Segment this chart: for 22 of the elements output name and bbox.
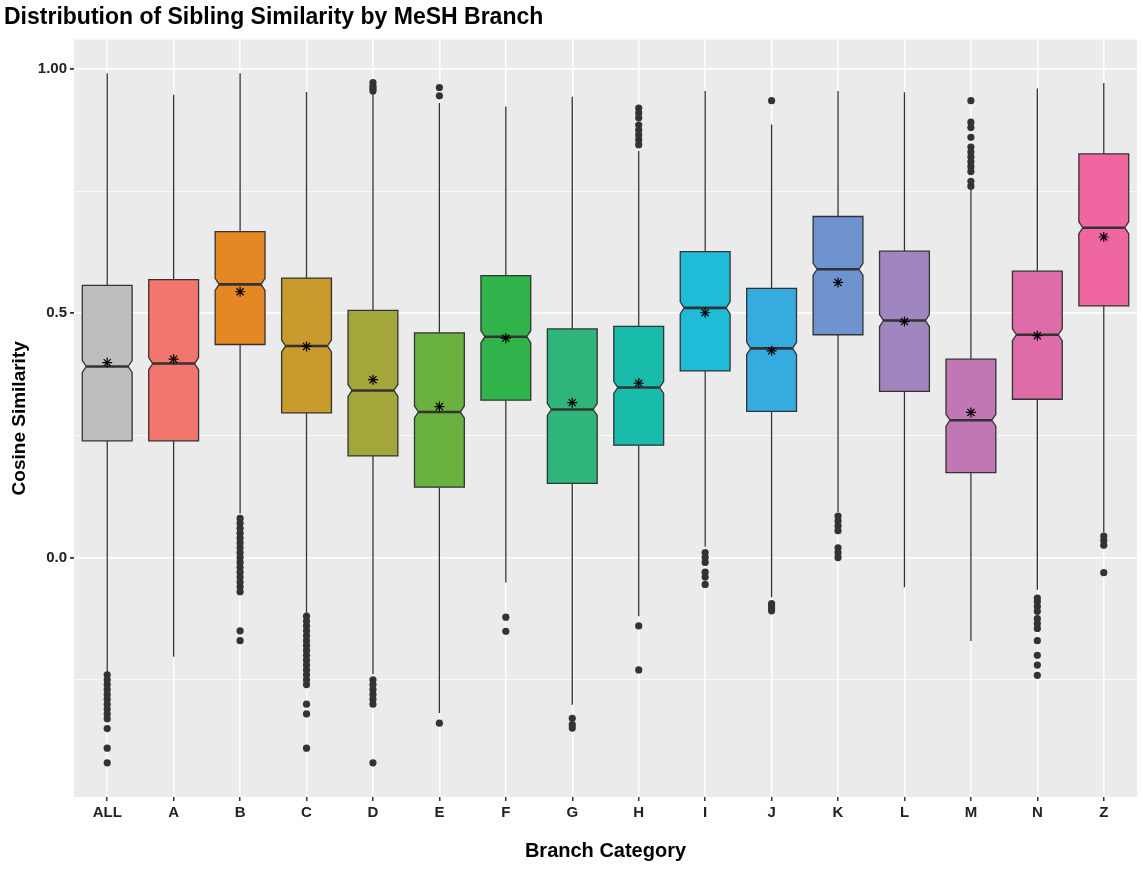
x-tick-label: G [566, 803, 579, 821]
x-tick-label: K [832, 803, 844, 821]
x-tick-label: C [301, 803, 313, 821]
y-tick-label: 1.00 [37, 59, 67, 77]
x-tick-label: B [234, 803, 246, 821]
y-tick-label: 0.0 [46, 547, 67, 565]
x-tick-label: D [367, 803, 379, 821]
x-tick-label: M [964, 803, 978, 821]
y-tick-label: 0.5 [46, 303, 67, 321]
x-tick-label: A [168, 803, 180, 821]
x-tick-label: J [767, 803, 776, 821]
x-tick-label: ALL [92, 803, 122, 821]
x-tick-label: N [1031, 803, 1043, 821]
x-tick-label: F [501, 803, 511, 821]
x-axis-title: Branch Category [524, 838, 687, 861]
x-tick-label: H [633, 803, 645, 821]
y-axis-title: Cosine Similarity [7, 340, 29, 496]
x-tick-label: I [703, 803, 708, 821]
x-tick-label: L [899, 803, 910, 821]
chart-title: Distribution of Sibling Similarity by MeSH Branch [4, 3, 544, 30]
x-tick-label: E [434, 803, 445, 821]
x-tick-label: Z [1099, 803, 1109, 821]
